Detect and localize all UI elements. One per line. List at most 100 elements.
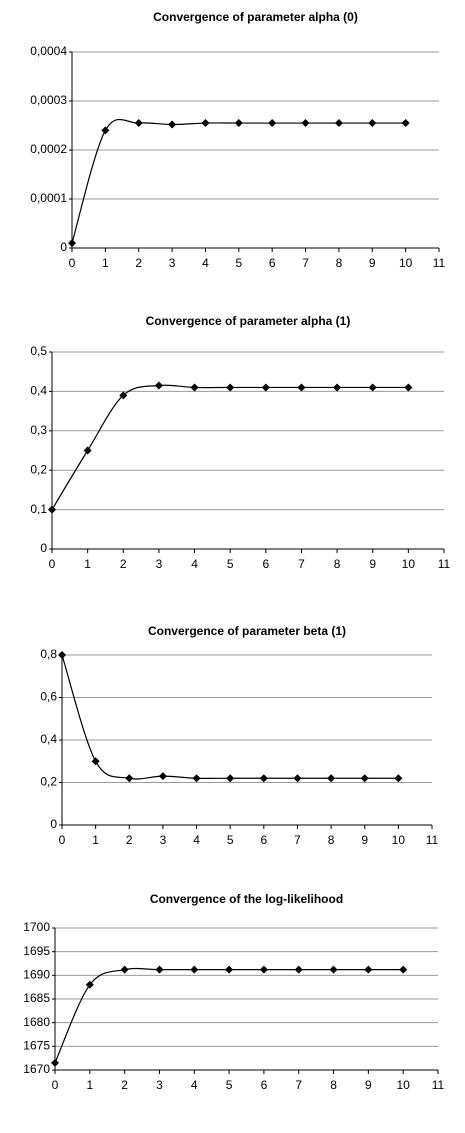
- x-tick-label: 5: [227, 833, 234, 847]
- y-tick-label: 1690: [23, 968, 50, 982]
- x-tick-label: 11: [432, 1078, 445, 1092]
- y-tick-label: 1695: [23, 944, 50, 958]
- x-tick-label: 6: [261, 1078, 268, 1092]
- x-tick-label: 7: [298, 557, 305, 571]
- y-tick-label: 0: [50, 817, 57, 831]
- x-tick-label: 0: [52, 1078, 59, 1092]
- data-point: [225, 965, 234, 974]
- data-point: [85, 980, 94, 989]
- x-tick-label: 2: [126, 833, 133, 847]
- series-line: [71, 118, 406, 244]
- x-tick-label: 8: [330, 1078, 337, 1092]
- data-point: [168, 120, 177, 129]
- x-tick-label: 1: [102, 256, 109, 270]
- x-tick-label: 3: [169, 256, 176, 270]
- series-line: [61, 654, 399, 780]
- series-line: [54, 967, 404, 1064]
- data-point: [399, 965, 408, 974]
- data-point: [293, 774, 302, 783]
- data-point: [190, 383, 199, 392]
- data-point: [226, 774, 235, 783]
- x-tick-label: 11: [438, 557, 451, 571]
- data-point: [134, 119, 143, 128]
- chart-title: Convergence of parameter beta (1): [148, 624, 346, 638]
- y-tick-label: 0: [60, 240, 67, 254]
- data-point: [334, 119, 343, 128]
- x-tick-label: 6: [269, 256, 276, 270]
- data-point: [226, 383, 235, 392]
- x-tick-label: 4: [191, 557, 198, 571]
- y-tick-label: 0,1: [30, 502, 47, 516]
- x-tick-label: 10: [397, 1078, 411, 1092]
- x-tick-label: 9: [361, 833, 368, 847]
- x-tick-label: 6: [262, 557, 269, 571]
- x-tick-label: 5: [227, 557, 234, 571]
- x-tick-label: 9: [369, 557, 376, 571]
- y-tick-label: 1685: [23, 991, 50, 1005]
- x-tick-label: 5: [235, 256, 242, 270]
- data-point: [394, 774, 403, 783]
- data-point: [119, 391, 128, 400]
- data-point: [368, 383, 377, 392]
- x-tick-label: 1: [92, 833, 99, 847]
- y-tick-label: 0,0004: [30, 44, 67, 58]
- x-tick-label: 4: [193, 833, 200, 847]
- y-tick-label: 0,4: [40, 732, 57, 746]
- data-point: [101, 126, 110, 135]
- chart-title: Convergence of parameter alpha (0): [153, 10, 358, 24]
- x-tick-label: 10: [399, 256, 413, 270]
- x-tick-label: 10: [402, 557, 416, 571]
- data-point: [190, 965, 199, 974]
- y-tick-label: 0,4: [30, 384, 47, 398]
- data-point: [48, 505, 56, 514]
- x-tick-label: 11: [426, 833, 439, 847]
- data-point: [261, 383, 270, 392]
- data-point: [158, 772, 167, 781]
- data-point: [368, 119, 377, 128]
- x-tick-label: 1: [84, 557, 91, 571]
- y-tick-label: 0,0001: [30, 191, 67, 205]
- x-tick-label: 9: [369, 256, 376, 270]
- data-point: [51, 1058, 59, 1067]
- x-tick-label: 6: [260, 833, 267, 847]
- data-point: [297, 383, 306, 392]
- y-tick-label: 1700: [23, 920, 50, 934]
- data-point: [259, 774, 268, 783]
- y-tick-label: 0,0002: [30, 142, 67, 156]
- x-tick-label: 1: [86, 1078, 93, 1092]
- y-tick-label: 0,6: [40, 690, 57, 704]
- x-tick-label: 2: [135, 256, 142, 270]
- x-tick-label: 2: [120, 557, 127, 571]
- series-line: [51, 384, 409, 510]
- x-tick-label: 8: [334, 557, 341, 571]
- data-point: [268, 119, 277, 128]
- y-tick-label: 0,2: [40, 775, 57, 789]
- y-tick-label: 0,5: [30, 344, 47, 358]
- x-tick-label: 0: [49, 557, 56, 571]
- data-point: [68, 239, 76, 248]
- chart-title: Convergence of parameter alpha (1): [146, 314, 351, 328]
- y-tick-label: 0,0003: [30, 93, 67, 107]
- y-tick-label: 0,3: [30, 423, 47, 437]
- data-point: [192, 774, 201, 783]
- x-tick-label: 3: [156, 557, 163, 571]
- x-tick-label: 5: [226, 1078, 233, 1092]
- y-tick-label: 0,8: [40, 647, 57, 661]
- x-tick-label: 3: [156, 1078, 163, 1092]
- x-tick-label: 0: [69, 256, 76, 270]
- data-point: [201, 119, 210, 128]
- x-tick-label: 0: [59, 833, 66, 847]
- data-point: [91, 757, 100, 766]
- data-point: [360, 774, 369, 783]
- x-tick-label: 4: [191, 1078, 198, 1092]
- x-tick-label: 11: [433, 256, 446, 270]
- chart-title: Convergence of the log-likelihood: [150, 892, 343, 906]
- x-tick-label: 4: [202, 256, 209, 270]
- x-tick-label: 3: [160, 833, 167, 847]
- y-tick-label: 0,2: [30, 462, 47, 476]
- x-tick-label: 8: [336, 256, 343, 270]
- y-tick-label: 1670: [23, 1062, 50, 1076]
- data-point: [327, 774, 336, 783]
